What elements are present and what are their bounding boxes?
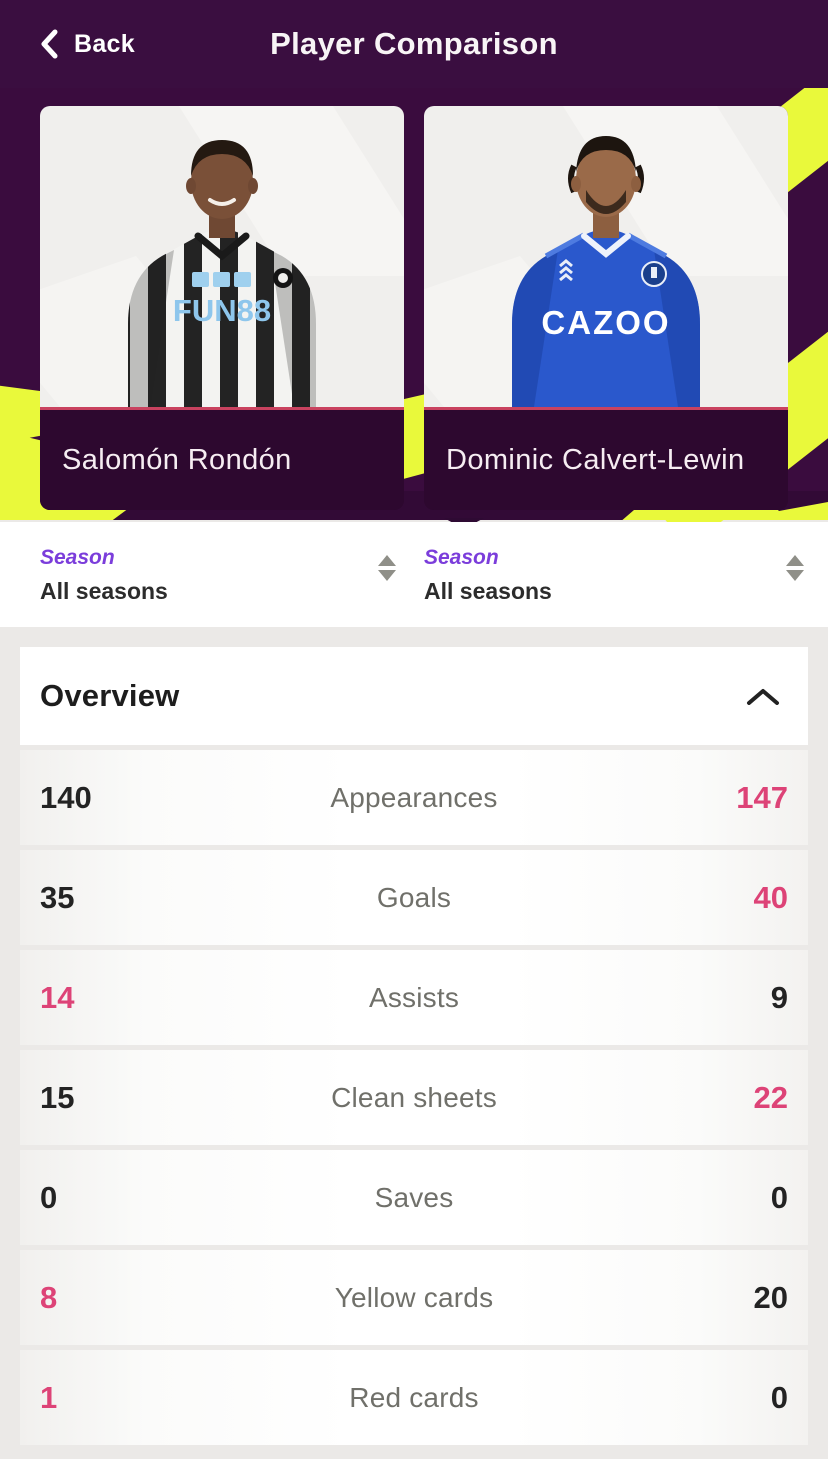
back-label: Back [74,29,135,58]
app-header: Back Player Comparison [0,0,828,88]
stat-row: 35 Goals 40 [20,850,808,945]
stat-value-player2: 147 [736,779,788,815]
jersey-sponsor-text: CAZOO [541,304,670,341]
season-select-value: All seasons [424,578,552,604]
player-name-bar: Dominic Calvert-Lewin [424,410,788,510]
player-photo-rondon: FUN88 [40,106,404,407]
player-name-bar: Salomón Rondón [40,410,404,510]
card-accent-line [40,407,404,410]
player-name: Dominic Calvert-Lewin [446,443,745,476]
player-cards-hero: FUN88 Salomón Rondón [0,60,828,549]
stat-value-player1: 15 [40,1079,75,1115]
stat-row: 14 Assists 9 [20,950,808,1045]
arrow-down-icon [786,570,804,581]
stat-label: Assists [368,981,460,1013]
stat-value-player2: 0 [770,1379,788,1415]
player-name: Salomón Rondón [62,443,292,476]
stat-row: 140 Appearances 147 [20,750,808,845]
jersey-sponsor-text: FUN88 [173,293,271,328]
arrow-down-icon [378,570,396,581]
stat-value-player1: 0 [40,1179,58,1215]
arrow-up-icon [786,555,804,566]
stat-value-player1: 1 [40,1379,58,1415]
stat-row: 8 Yellow cards 20 [20,1250,808,1345]
season-filter-panel: Season All seasons Season All seasons [0,522,828,627]
stat-label: Saves [374,1181,454,1213]
arrow-up-icon [378,555,396,566]
stat-value-player2: 9 [770,979,788,1015]
season-select-label: Season [424,546,499,569]
stat-row: 1 Red cards 0 [20,1350,808,1445]
season-select-player2[interactable]: Season All seasons [424,522,804,627]
calvert-lewin-portrait-illustration: CAZOO [512,136,700,407]
card-accent-line [424,407,788,410]
stat-value-player2: 22 [753,1079,788,1115]
hummel-logo-mark [559,259,573,282]
stat-label: Yellow cards [334,1281,494,1313]
stat-value-player2: 20 [753,1279,788,1315]
stat-value-player1: 14 [40,979,75,1015]
stat-label: Red cards [349,1381,479,1413]
stat-label: Clean sheets [331,1081,497,1113]
chevron-up-icon[interactable] [746,688,780,705]
season-select-label: Season [40,546,115,569]
stats-table: 140 Appearances 147 35 Goals 40 14 Assis… [20,750,808,1450]
player-photo-calvert-lewin: CAZOO [424,106,788,407]
player-card-rondon[interactable]: FUN88 Salomón Rondón [40,106,404,510]
player-card-calvert-lewin[interactable]: CAZOO Dominic Calvert-Lewin [424,106,788,510]
select-updown-arrows-icon[interactable] [786,555,804,581]
stat-value-player1: 35 [40,879,75,915]
back-button[interactable]: Back [40,0,135,88]
stat-value-player2: 0 [770,1179,788,1215]
jersey-secondary-text-mark [192,272,251,287]
stat-value-player1: 8 [40,1279,58,1315]
stat-label: Appearances [330,781,498,813]
overview-section-header[interactable]: Overview [20,647,808,745]
stat-label: Goals [376,881,452,913]
stat-value-player1: 140 [40,779,92,815]
stat-row: 15 Clean sheets 22 [20,1050,808,1145]
chevron-left-icon [41,29,58,59]
select-updown-arrows-icon[interactable] [378,555,396,581]
season-select-player1[interactable]: Season All seasons [40,522,396,627]
stat-row: 0 Saves 0 [20,1150,808,1245]
season-select-value: All seasons [40,578,168,604]
page-title: Player Comparison [270,26,558,61]
overview-title: Overview [40,678,180,713]
rondon-portrait-illustration: FUN88 [128,140,316,407]
stat-value-player2: 40 [753,879,788,915]
